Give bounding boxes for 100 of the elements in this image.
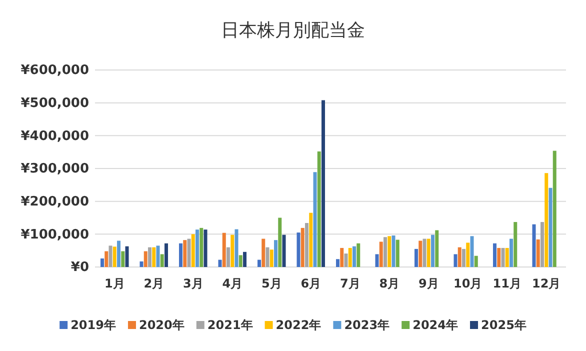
bar <box>435 230 439 267</box>
bar <box>536 239 540 267</box>
bar <box>282 234 286 267</box>
bar <box>509 238 514 267</box>
legend-label: 2021年 <box>207 318 253 332</box>
bar <box>234 229 238 267</box>
bar <box>309 212 313 267</box>
bar <box>474 256 478 267</box>
x-tick-label: 6月 <box>300 276 322 291</box>
legend-label: 2024年 <box>412 318 458 332</box>
y-tick-label: ¥300,000 <box>20 162 89 177</box>
bar <box>104 251 108 267</box>
bar <box>322 100 326 267</box>
bar <box>426 238 430 267</box>
bar <box>348 248 352 267</box>
x-tick-label: 9月 <box>418 276 439 291</box>
bar <box>466 242 470 267</box>
bar <box>383 237 388 267</box>
bar <box>262 238 266 267</box>
bar <box>379 242 383 267</box>
bar <box>257 260 261 267</box>
legend-label: 2019年 <box>70 318 116 332</box>
bar <box>352 246 356 267</box>
bar <box>462 248 466 267</box>
y-tick-label: ¥100,000 <box>20 227 89 242</box>
bar <box>238 255 242 267</box>
bar <box>112 246 116 267</box>
bar <box>470 236 474 267</box>
bar <box>454 254 458 267</box>
bar <box>195 230 200 267</box>
bar <box>222 232 226 267</box>
bar <box>336 259 340 267</box>
bar <box>296 232 300 267</box>
bar <box>191 234 195 267</box>
bar <box>375 254 379 267</box>
chart-title: 日本株月別配当金 <box>221 20 365 41</box>
bar <box>344 254 348 267</box>
bar <box>100 258 104 267</box>
bar <box>396 240 400 267</box>
bar <box>270 250 274 267</box>
bar <box>266 247 270 267</box>
bar <box>388 236 392 267</box>
x-tick-label: 5月 <box>261 276 282 291</box>
bar <box>274 240 278 267</box>
y-tick-label: ¥0 <box>70 260 89 276</box>
bar <box>125 246 129 267</box>
bar <box>152 247 156 267</box>
bar <box>156 246 160 267</box>
bar <box>164 243 168 267</box>
x-tick-label: 2月 <box>144 276 164 291</box>
y-tick-label: ¥400,000 <box>20 128 89 144</box>
bar <box>178 243 182 267</box>
bar <box>108 246 112 267</box>
legend-label: 2025年 <box>481 318 526 332</box>
bar <box>458 247 462 267</box>
bar <box>532 224 536 267</box>
y-tick-label: ¥600,000 <box>20 63 89 78</box>
x-tick-label: 12月 <box>532 276 561 291</box>
bar <box>540 222 544 267</box>
bar <box>160 254 164 267</box>
legend-label: 2022年 <box>276 318 322 332</box>
bar <box>501 248 505 267</box>
y-tick-label: ¥500,000 <box>20 96 89 111</box>
bar <box>204 230 208 267</box>
bar <box>356 243 360 267</box>
bar <box>313 172 317 267</box>
x-tick-label: 7月 <box>340 276 360 291</box>
bar <box>144 251 148 267</box>
bar <box>148 247 152 267</box>
bar <box>340 248 344 267</box>
x-tick-label: 4月 <box>222 276 243 291</box>
legend-label: 2020年 <box>138 318 184 332</box>
bar <box>317 151 321 267</box>
bar <box>183 240 187 267</box>
bar <box>430 234 435 267</box>
x-tick-label: 3月 <box>182 276 204 291</box>
bar <box>497 248 501 267</box>
bar <box>121 251 125 267</box>
bar <box>418 240 422 267</box>
x-tick-label: 11月 <box>492 276 522 291</box>
bar <box>243 252 247 267</box>
bar <box>187 238 191 267</box>
x-tick-label: 8月 <box>379 276 400 291</box>
bar <box>300 228 304 267</box>
bar <box>140 261 144 267</box>
bar <box>548 188 552 267</box>
bar <box>552 150 556 267</box>
x-tick-label: 10月 <box>454 276 482 291</box>
bar <box>304 223 309 267</box>
bar <box>226 247 230 267</box>
bar <box>230 234 234 267</box>
y-tick-label: ¥200,000 <box>20 194 89 210</box>
bar <box>278 218 282 267</box>
bar <box>492 243 496 267</box>
bar <box>422 238 426 267</box>
bar <box>544 173 548 267</box>
bar <box>505 248 509 267</box>
bar <box>414 248 418 267</box>
bar <box>392 235 396 267</box>
bar <box>116 240 121 267</box>
